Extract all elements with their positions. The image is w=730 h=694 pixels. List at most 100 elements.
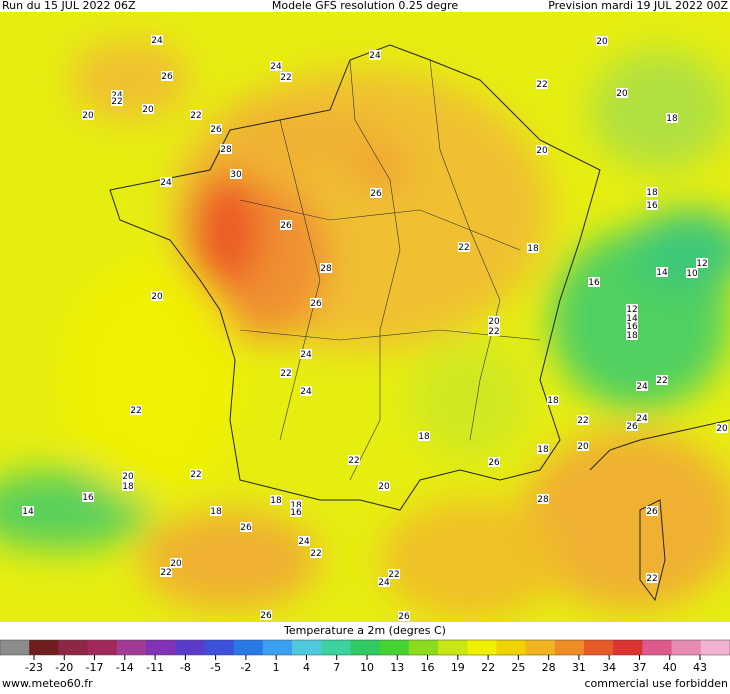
contour-label: 26 <box>370 189 382 199</box>
contour-label: 28 <box>537 495 549 505</box>
contour-label-bg <box>488 326 500 336</box>
contour-label: 14 <box>656 268 668 278</box>
contour-label: 26 <box>260 611 272 621</box>
colorbar-tick-label: 28 <box>542 661 556 674</box>
contour-label: 26 <box>310 299 322 309</box>
contour-label-bg <box>280 368 292 378</box>
contour-label-bg <box>537 494 549 504</box>
contour-label-bg <box>190 110 202 120</box>
contour-label: 22 <box>280 73 291 83</box>
contour-label: 28 <box>220 145 232 155</box>
contour-label: 24 <box>270 62 282 72</box>
contour-label-bg <box>130 405 142 415</box>
contour-label-bg <box>369 50 381 60</box>
contour-label-bg <box>270 61 282 71</box>
contour-label: 16 <box>588 278 600 288</box>
contour-label-bg <box>577 441 589 451</box>
contour-label-bg <box>626 321 638 331</box>
contour-label-bg <box>666 113 678 123</box>
contour-label: 22 <box>656 376 667 386</box>
colorbar-segment <box>116 640 147 655</box>
contour-label-bg <box>378 481 390 491</box>
contour-label: 18 <box>290 501 302 511</box>
contour-label-bg <box>458 242 470 252</box>
contour-label: 22 <box>130 406 141 416</box>
contour-label: 18 <box>270 496 282 506</box>
contour-label-bg <box>537 444 549 454</box>
contour-label: 30 <box>230 170 242 180</box>
contour-label-bg <box>230 169 242 179</box>
colorbar-tick-label: -17 <box>86 661 104 674</box>
contour-label-bg <box>388 569 400 579</box>
colorbar-segment <box>408 640 439 655</box>
contour-label-bg <box>82 492 94 502</box>
contour-label: 22 <box>458 243 469 253</box>
contour-label: 24 <box>300 387 312 397</box>
colorbar-title: Temperature a 2m (degres C) <box>283 624 446 637</box>
contour-label: 18 <box>210 507 222 517</box>
contour-label: 22 <box>310 549 321 559</box>
colorbar-tick-label: 1 <box>273 661 280 674</box>
colorbar-tick-label: 25 <box>511 661 525 674</box>
contour-label-bg <box>588 277 600 287</box>
contour-label: 12 <box>696 259 707 269</box>
contour-label: 14 <box>626 314 638 324</box>
contour-label: 22 <box>111 97 122 107</box>
colorbar-segment <box>262 640 293 655</box>
colorbar-segment <box>175 640 205 655</box>
colorbar-tick-label: 31 <box>572 661 586 674</box>
contour-label-bg <box>547 395 559 405</box>
contour-label-bg <box>646 187 658 197</box>
colorbar-tick-label: 4 <box>303 661 310 674</box>
colorbar-segment <box>438 640 468 655</box>
contour-label-bg <box>220 144 232 154</box>
contour-label: 20 <box>378 482 390 492</box>
colorbar-tick-label: 19 <box>451 661 465 674</box>
contour-label-bg <box>260 610 272 620</box>
colorbar-tick-label: -20 <box>55 661 73 674</box>
contour-label-bg <box>536 79 548 89</box>
colorbar-segment <box>0 640 30 655</box>
contour-label: 22 <box>160 568 171 578</box>
contour-label-bg <box>656 375 668 385</box>
colorbar-tick-label: 7 <box>333 661 340 674</box>
model-name: Modele GFS resolution 0.25 degre <box>272 0 459 12</box>
colorbar-segment <box>496 640 527 655</box>
contour-label-bg <box>122 471 134 481</box>
contour-label-bg <box>716 423 728 433</box>
contour-label: 14 <box>22 507 34 517</box>
contour-label-bg <box>370 188 382 198</box>
contour-label-bg <box>626 313 638 323</box>
contour-label: 18 <box>418 432 430 442</box>
contour-label-bg <box>290 507 302 517</box>
contour-label-bg <box>378 577 390 587</box>
contour-label: 18 <box>122 482 134 492</box>
contour-label: 24 <box>160 178 172 188</box>
contour-label-bg <box>160 177 172 187</box>
contour-label-bg <box>646 200 658 210</box>
contour-label-bg <box>122 481 134 491</box>
contour-label: 20 <box>616 89 628 99</box>
copyright-notice: commercial use forbidden <box>585 677 729 690</box>
contour-label: 18 <box>666 114 678 124</box>
contour-label-bg <box>300 349 312 359</box>
colorbar-segment <box>554 640 585 655</box>
contour-label: 20 <box>716 424 728 434</box>
contour-label: 20 <box>151 292 163 302</box>
contour-label-bg <box>111 90 123 100</box>
contour-label: 20 <box>82 111 94 121</box>
colorbar-tick-label: 43 <box>693 661 707 674</box>
colorbar-segment <box>87 640 118 655</box>
contour-label-bg <box>298 536 310 546</box>
contour-label-bg <box>656 267 668 277</box>
contour-label-bg <box>290 500 302 510</box>
contour-label: 18 <box>537 445 549 455</box>
contour-label: 24 <box>300 350 312 360</box>
forecast-time: Prevision mardi 19 JUL 2022 00Z <box>548 0 728 12</box>
contour-label-bg <box>310 548 322 558</box>
contour-label-bg <box>280 220 292 230</box>
contour-label-bg <box>310 298 322 308</box>
contour-label: 24 <box>378 578 390 588</box>
colorbar-tick-label: -8 <box>180 661 191 674</box>
